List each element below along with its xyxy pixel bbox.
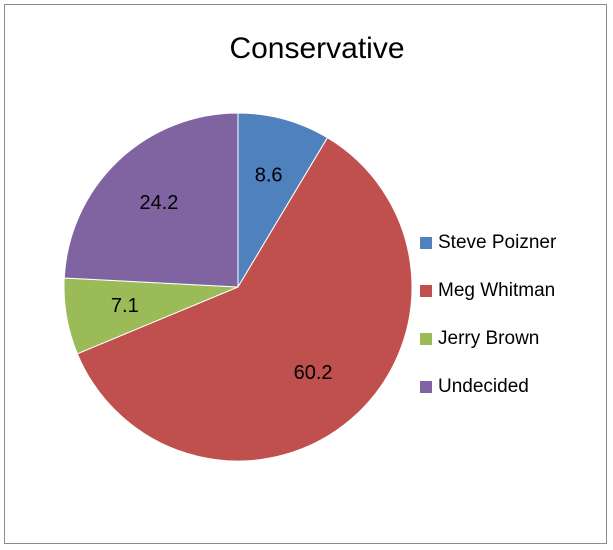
legend-swatch-steve-poizner [420, 237, 432, 249]
legend-item-meg-whitman: Meg Whitman [420, 279, 556, 303]
legend-label-steve-poizner: Steve Poizner [438, 232, 557, 253]
pie-slice-steve-poizner [237, 112, 329, 289]
data-label-jerry-brown: 7.1 [111, 295, 139, 317]
legend-swatch-jerry-brown [420, 333, 432, 345]
legend-item-undecided: Undecided [420, 375, 556, 399]
legend-label-undecided: Undecided [438, 376, 529, 397]
legend-label-meg-whitman: Meg Whitman [438, 280, 556, 301]
legend-swatch-meg-whitman [420, 285, 432, 297]
legend-label-jerry-brown: Jerry Brown [438, 328, 540, 349]
data-label-meg-whitman: 60.2 [294, 362, 333, 384]
pie-slice-undecided [63, 112, 239, 288]
legend-item-jerry-brown: Jerry Brown [420, 327, 556, 351]
legend-swatch-undecided [420, 381, 432, 393]
data-label-steve-poizner: 8.6 [255, 165, 283, 187]
chart-title: Conservative [229, 32, 405, 65]
data-label-undecided: 24.2 [139, 192, 178, 214]
legend-item-steve-poizner: Steve Poizner [420, 231, 556, 255]
chart-legend: Steve Poizner Meg Whitman Jerry Brown Un… [420, 231, 556, 423]
pie-slice-meg-whitman [76, 137, 413, 462]
